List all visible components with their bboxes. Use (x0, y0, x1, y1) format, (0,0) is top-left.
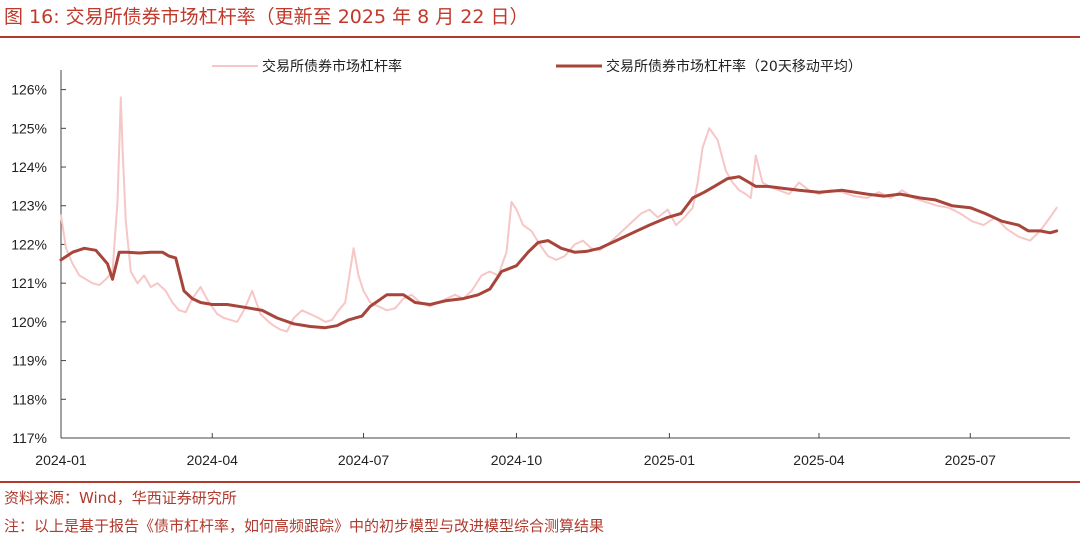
x-tick-label: 2025-01 (644, 452, 696, 468)
x-tick-label: 2025-07 (945, 452, 997, 468)
y-tick-label: 117% (12, 430, 47, 446)
footer-divider (0, 481, 1080, 483)
series-line-daily (60, 96, 1058, 333)
y-axis: 117% 118% 119% 120% 121% 122% 123% 124% 125% 126% (11, 70, 66, 446)
x-tick-label: 2024-07 (338, 452, 390, 468)
x-axis: 2024-01 2024-04 2024-07 2024-10 2025-01 2025-… (35, 433, 1070, 468)
series-line-ma20 (59, 175, 1059, 330)
y-tick-label: 120% (11, 314, 47, 330)
x-tick-label: 2024-10 (491, 452, 543, 468)
method-note: 注：以上是基于报告《债市杠杆率，如何高频跟踪》中的初步模型与改进模型综合测算结果 (4, 517, 605, 535)
legend: 交易所债券市场杠杆率 交易所债券市场杠杆率（20天移动平均） (212, 58, 862, 75)
y-tick-label: 126% (11, 82, 47, 98)
y-tick-label: 125% (11, 120, 47, 136)
legend-label: 交易所债券市场杠杆率 (262, 58, 402, 75)
y-tick-label: 123% (11, 198, 47, 214)
y-tick-label: 121% (11, 275, 47, 291)
y-tick-label: 119% (12, 353, 47, 369)
x-tick-label: 2025-04 (793, 452, 845, 468)
page-title: 图 16: 交易所债券市场杠杆率（更新至 2025 年 8 月 22 日） (4, 6, 529, 28)
title-divider (0, 36, 1080, 38)
y-tick-label: 124% (11, 159, 47, 175)
x-tick-label: 2024-01 (35, 452, 87, 468)
leverage-line-chart: 117% 118% 119% 120% 121% 122% 123% 124% 125% 126%… (11, 58, 1070, 468)
source-note: 资料来源：Wind，华西证券研究所 (4, 489, 237, 507)
y-tick-label: 122% (11, 236, 47, 252)
legend-label: 交易所债券市场杠杆率（20天移动平均） (606, 58, 862, 75)
y-tick-label: 118% (12, 391, 47, 407)
series-layer (59, 96, 1059, 333)
x-tick-label: 2024-04 (187, 452, 239, 468)
